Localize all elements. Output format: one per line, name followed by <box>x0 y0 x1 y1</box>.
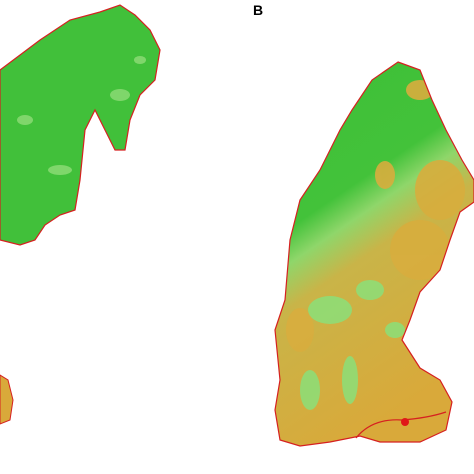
right-region-outline <box>274 61 474 447</box>
panel-label: B <box>253 2 263 18</box>
left-region <box>0 4 161 246</box>
left-patches <box>17 56 146 175</box>
left-region-bottom <box>0 374 14 425</box>
location-marker <box>401 418 409 426</box>
